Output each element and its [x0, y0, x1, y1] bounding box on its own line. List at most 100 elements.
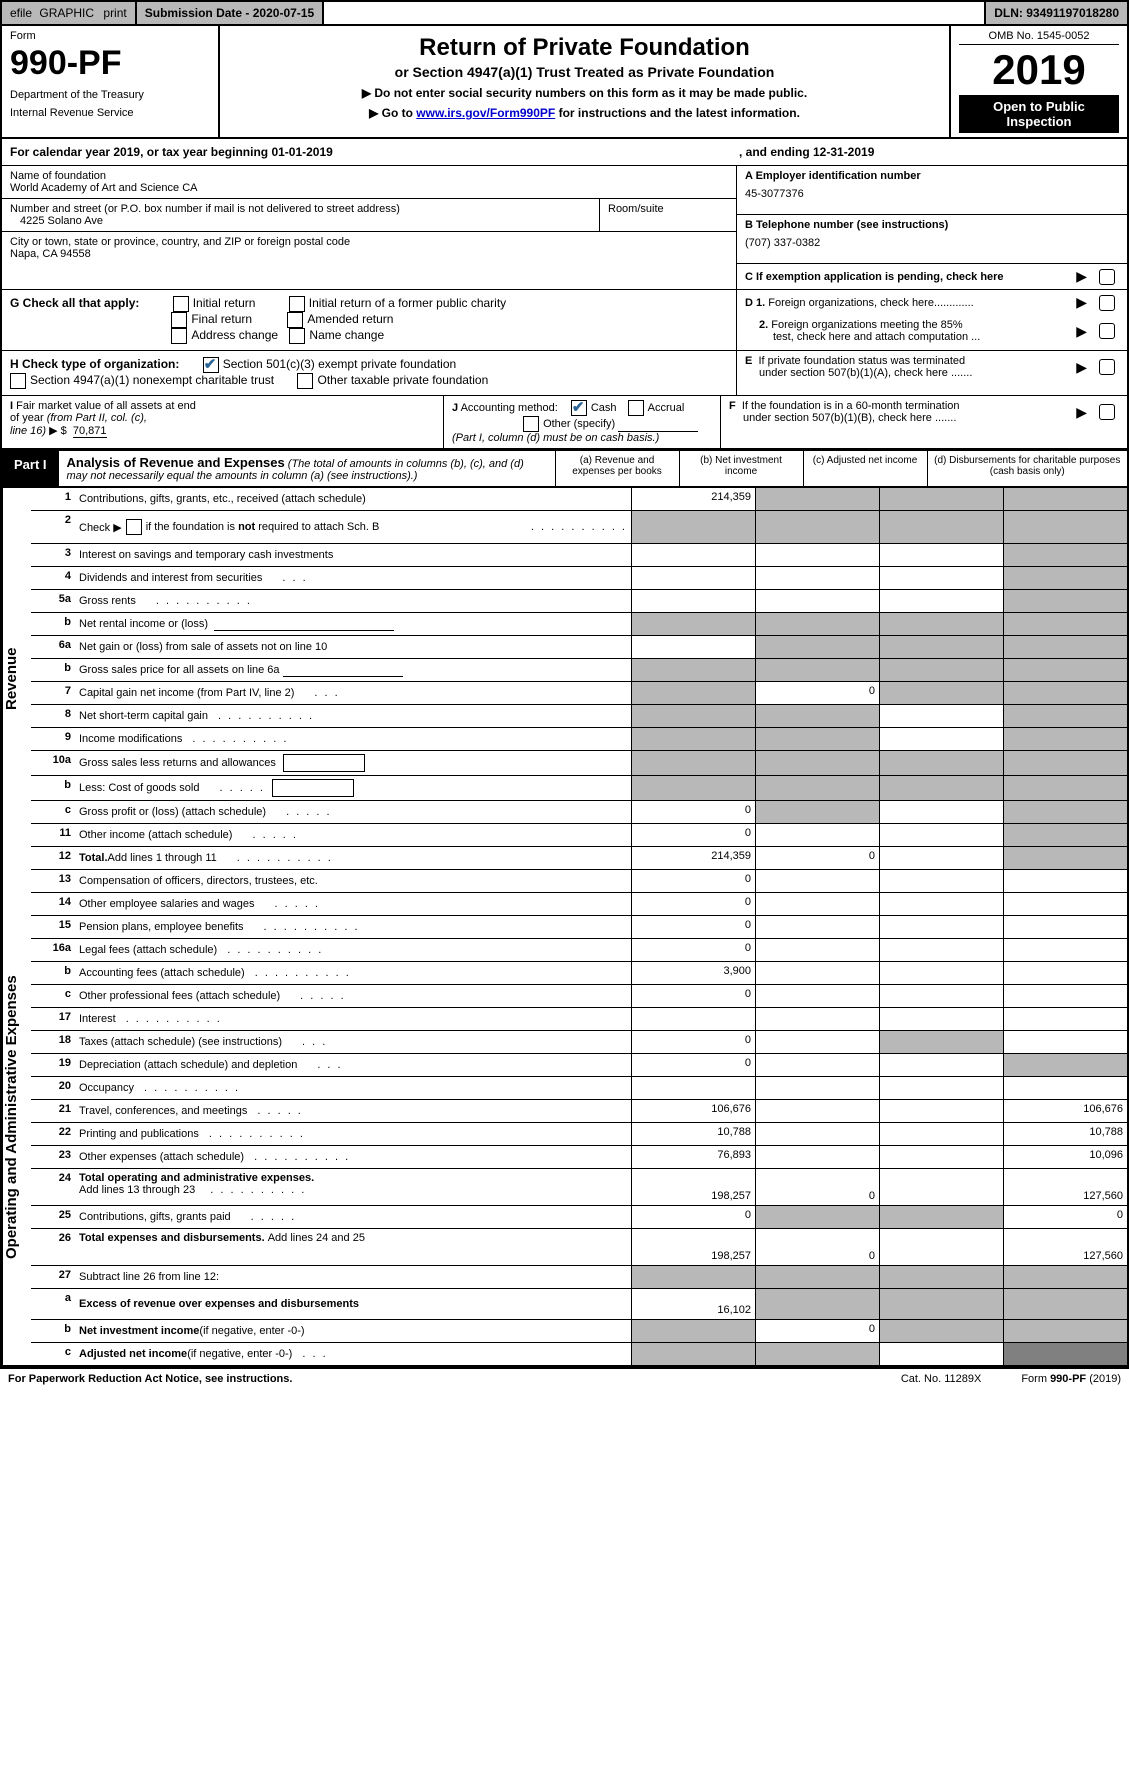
r27c-desc: Adjusted net income (if negative, enter …: [75, 1343, 631, 1365]
r27a-d: [1003, 1289, 1127, 1319]
d2-checkbox[interactable]: [1099, 323, 1115, 339]
r7-text: Capital gain net income (from Part IV, l…: [79, 687, 294, 699]
r5b-line: [214, 618, 394, 631]
r21-num: 21: [31, 1100, 75, 1122]
r10b-c: [879, 776, 1003, 800]
r12-c: [879, 847, 1003, 869]
r10b-box: [272, 779, 354, 797]
r8-b: [755, 705, 879, 727]
phone-value: (707) 337-0382: [745, 237, 1119, 249]
other-method-check[interactable]: [523, 416, 539, 432]
arrow-icon: ▶: [1076, 323, 1087, 340]
schb-check[interactable]: [126, 519, 142, 535]
e-section: E If private foundation status was termi…: [737, 351, 1127, 395]
r1-d: [1003, 488, 1127, 510]
r16b-desc: Accounting fees (attach schedule): [75, 962, 631, 984]
other-taxable-check[interactable]: [297, 373, 313, 389]
h-label: H Check type of organization:: [10, 357, 179, 371]
row-5a: 5a Gross rents: [31, 590, 1127, 613]
r13-d: [1003, 870, 1127, 892]
r10a-desc: Gross sales less returns and allowances: [75, 751, 631, 775]
name-change-check[interactable]: [289, 328, 305, 344]
r18-text: Taxes (attach schedule) (see instruction…: [79, 1036, 282, 1048]
h-o1: Section 501(c)(3) exempt private foundat…: [223, 357, 456, 371]
form990pf-link[interactable]: www.irs.gov/Form990PF: [416, 106, 555, 120]
amended-check[interactable]: [287, 312, 303, 328]
r26-desc: Total expenses and disbursements. Add li…: [75, 1229, 631, 1265]
r17-text: Interest: [79, 1013, 116, 1025]
r25-b: [755, 1206, 879, 1228]
accrual-check[interactable]: [628, 400, 644, 416]
r18-c: [879, 1031, 1003, 1053]
arrow-icon: ▶: [1076, 359, 1087, 376]
row-14: 14 Other employee salaries and wages 0: [31, 893, 1127, 916]
r16c-num: c: [31, 985, 75, 1007]
r26-text: Add lines 24 and 25: [268, 1232, 365, 1244]
f-row: F If the foundation is in a 60-month ter…: [729, 400, 1119, 424]
header-mid: Return of Private Foundation or Section …: [220, 26, 951, 137]
initial-return-check[interactable]: [173, 296, 189, 312]
r18-num: 18: [31, 1031, 75, 1053]
501c3-check[interactable]: [203, 357, 219, 373]
dots: [300, 990, 346, 1002]
r4-num: 4: [31, 567, 75, 589]
top-bar: efile GRAPHIC print Submission Date - 20…: [2, 2, 1127, 26]
e-checkbox[interactable]: [1099, 359, 1115, 375]
addr-change-check[interactable]: [171, 328, 187, 344]
j-cash: Cash: [591, 402, 617, 414]
arrow-icon: ▶: [1076, 268, 1087, 285]
part1-label: Part I: [2, 451, 59, 486]
d1-checkbox[interactable]: [1099, 295, 1115, 311]
r1-desc: Contributions, gifts, grants, etc., rece…: [75, 488, 631, 510]
r6b-d: [1003, 659, 1127, 681]
4947a1-check[interactable]: [10, 373, 26, 389]
dots: [257, 1105, 303, 1117]
initial-public-check[interactable]: [289, 296, 305, 312]
r5b-num: b: [31, 613, 75, 635]
r14-desc: Other employee salaries and wages: [75, 893, 631, 915]
r27c-c: [879, 1343, 1003, 1365]
r21-b: [755, 1100, 879, 1122]
name-label: Name of foundation: [10, 170, 728, 182]
r24-d: 127,560: [1003, 1169, 1127, 1205]
r10c-num: c: [31, 801, 75, 823]
r25-desc: Contributions, gifts, grants paid: [75, 1206, 631, 1228]
r7-c: [879, 682, 1003, 704]
cash-check[interactable]: [571, 400, 587, 416]
cal-end: , and ending 12-31-2019: [739, 145, 1119, 159]
r19-a: 0: [631, 1054, 755, 1076]
graphic-label: GRAPHIC: [39, 6, 94, 20]
r26-a: 198,257: [631, 1229, 755, 1265]
col-a-header: (a) Revenue and expenses per books: [555, 451, 679, 486]
r24-b: 0: [755, 1169, 879, 1205]
print-label[interactable]: print: [103, 6, 126, 20]
r27a-num: a: [31, 1289, 75, 1319]
r16b-a: 3,900: [631, 962, 755, 984]
r10b-desc: Less: Cost of goods sold: [75, 776, 631, 800]
r7-d: [1003, 682, 1127, 704]
c-checkbox[interactable]: [1099, 269, 1115, 285]
r10a-box: [283, 754, 365, 772]
r10b-d: [1003, 776, 1127, 800]
r27-c: [879, 1266, 1003, 1288]
final-return-check[interactable]: [171, 312, 187, 328]
efile-block[interactable]: efile GRAPHIC print: [2, 2, 137, 24]
r16a-a: 0: [631, 939, 755, 961]
r27a-desc: Excess of revenue over expenses and disb…: [75, 1289, 631, 1319]
r25-num: 25: [31, 1206, 75, 1228]
r6a-b: [755, 636, 879, 658]
row-22: 22 Printing and publications 10,788 10,7…: [31, 1123, 1127, 1146]
r24-text: Add lines 13 through 23: [79, 1184, 195, 1196]
r8-desc: Net short-term capital gain: [75, 705, 631, 727]
r6a-a: [631, 636, 755, 658]
row-16b: b Accounting fees (attach schedule) 3,90…: [31, 962, 1127, 985]
r9-text: Income modifications: [79, 733, 182, 745]
r7-desc: Capital gain net income (from Part IV, l…: [75, 682, 631, 704]
name-cell: Name of foundation World Academy of Art …: [2, 166, 736, 199]
footer-left: For Paperwork Reduction Act Notice, see …: [8, 1373, 861, 1385]
r3-d: [1003, 544, 1127, 566]
other-specify-line[interactable]: [618, 419, 698, 432]
f-checkbox[interactable]: [1099, 404, 1115, 420]
r16c-c: [879, 985, 1003, 1007]
g-d-row: G Check all that apply: Initial return I…: [2, 290, 1127, 351]
